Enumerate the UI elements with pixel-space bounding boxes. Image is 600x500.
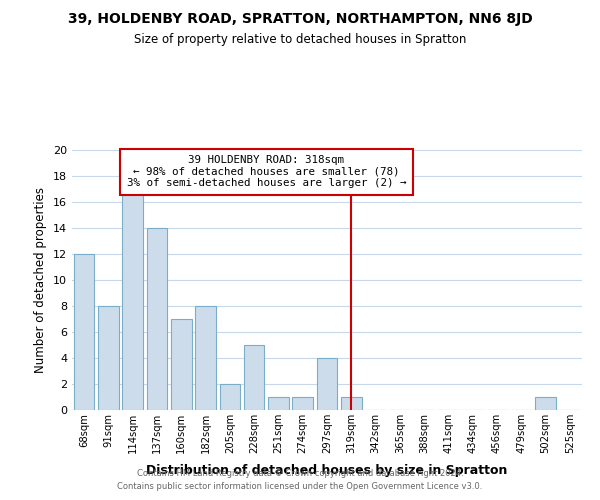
Bar <box>292 397 313 410</box>
Text: 39 HOLDENBY ROAD: 318sqm
← 98% of detached houses are smaller (78)
3% of semi-de: 39 HOLDENBY ROAD: 318sqm ← 98% of detach… <box>127 155 406 188</box>
Bar <box>244 345 265 410</box>
Bar <box>195 306 216 410</box>
Bar <box>341 397 362 410</box>
Text: 39, HOLDENBY ROAD, SPRATTON, NORTHAMPTON, NN6 8JD: 39, HOLDENBY ROAD, SPRATTON, NORTHAMPTON… <box>68 12 532 26</box>
Text: Contains HM Land Registry data © Crown copyright and database right 2024.: Contains HM Land Registry data © Crown c… <box>137 468 463 477</box>
Bar <box>122 189 143 410</box>
Bar <box>535 397 556 410</box>
Y-axis label: Number of detached properties: Number of detached properties <box>34 187 47 373</box>
Bar <box>317 358 337 410</box>
Bar <box>146 228 167 410</box>
Text: Size of property relative to detached houses in Spratton: Size of property relative to detached ho… <box>134 32 466 46</box>
Bar <box>98 306 119 410</box>
Bar <box>171 319 191 410</box>
Text: Contains public sector information licensed under the Open Government Licence v3: Contains public sector information licen… <box>118 482 482 491</box>
Bar <box>74 254 94 410</box>
Bar <box>268 397 289 410</box>
Bar <box>220 384 240 410</box>
X-axis label: Distribution of detached houses by size in Spratton: Distribution of detached houses by size … <box>146 464 508 477</box>
